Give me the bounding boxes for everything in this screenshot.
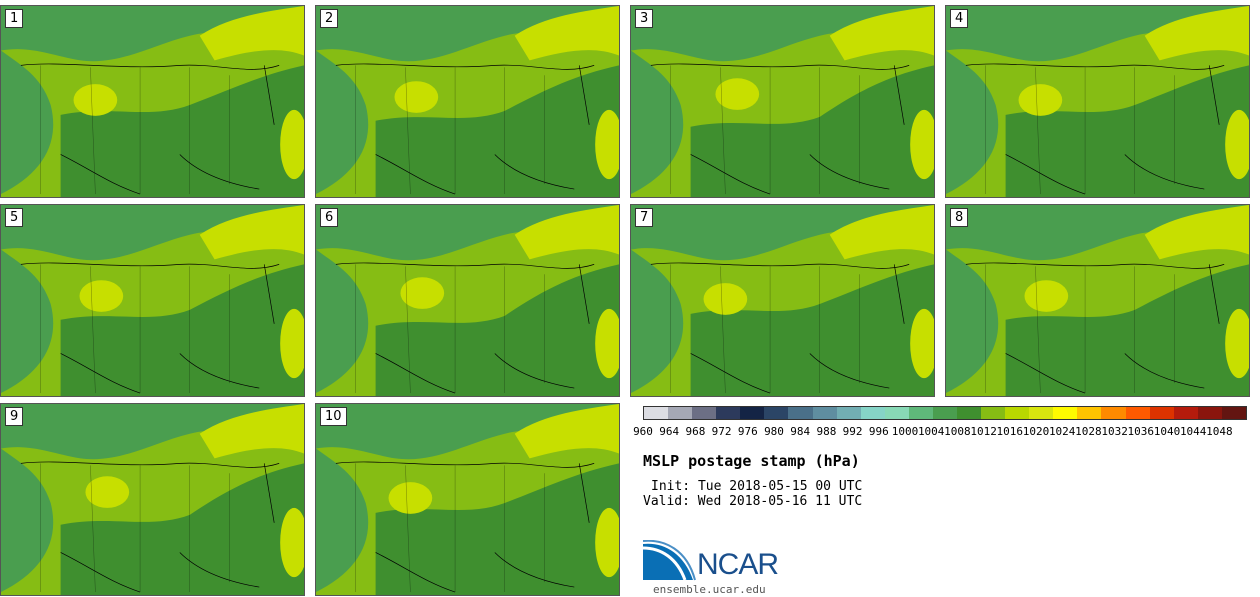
colorbar-segment: [860, 407, 885, 419]
panel-label: 7: [635, 208, 654, 227]
map-panel-5: 5: [0, 204, 305, 397]
colorbar-segment: [1005, 407, 1030, 419]
ncar-logo: [643, 540, 696, 581]
colorbar-segment: [716, 407, 741, 419]
mslp-field: [316, 6, 619, 197]
colorbar-tick-label: 988: [816, 425, 837, 438]
colorbar-segment: [1125, 407, 1150, 419]
mslp-field: [946, 205, 1249, 396]
colorbar-segment: [1197, 407, 1222, 419]
pressure-colorbar: [643, 406, 1247, 420]
colorbar-tick-label: 1012: [970, 425, 997, 438]
map-panel-9: 9: [0, 403, 305, 596]
mslp-field: [316, 205, 619, 396]
colorbar-tick-label: 1016: [996, 425, 1024, 438]
map-panel-2: 2: [315, 5, 620, 198]
colorbar-segment: [1077, 407, 1102, 419]
colorbar-tick-label: 976: [737, 425, 758, 438]
panel-label: 1: [5, 9, 24, 28]
panel-label: 3: [635, 9, 654, 28]
colorbar-tick-label: 972: [711, 425, 732, 438]
mslp-field: [631, 205, 934, 396]
colorbar-segment: [1053, 407, 1078, 419]
panel-label: 10: [320, 407, 347, 426]
colorbar-tick-label: 964: [659, 425, 680, 438]
colorbar-segment: [1149, 407, 1174, 419]
colorbar-tick-label: 1040: [1153, 425, 1181, 438]
colorbar-segment: [932, 407, 958, 419]
valid-time: Valid: Wed 2018-05-16 11 UTC: [643, 494, 863, 509]
colorbar-tick-label: 1036: [1127, 425, 1155, 438]
colorbar-segment: [908, 407, 933, 419]
colorbar-tick-label: 996: [868, 425, 889, 438]
colorbar-segment: [957, 407, 982, 419]
mslp-field: [1, 6, 304, 197]
chart-title: MSLP postage stamp (hPa): [643, 452, 860, 470]
colorbar-segment: [668, 407, 693, 419]
panel-label: 5: [5, 208, 24, 227]
colorbar-segment: [764, 407, 789, 419]
panel-label: 4: [950, 9, 969, 28]
colorbar-tick-label: 980: [764, 425, 784, 438]
ensemble-url[interactable]: ensemble.ucar.edu: [653, 583, 766, 596]
mslp-field: [316, 404, 619, 595]
colorbar-segment: [644, 407, 669, 419]
colorbar-segment: [1029, 407, 1054, 419]
colorbar-tick-label: 1032: [1101, 425, 1128, 438]
colorbar-segment: [788, 407, 813, 419]
colorbar-segment: [884, 407, 909, 419]
colorbar-ticks: 960 964 968 972 976 980 984 988 992 996 1000 1004 10…: [632, 425, 1252, 439]
panel-label: 8: [950, 208, 969, 227]
init-time: Init: Tue 2018-05-15 00 UTC: [651, 479, 863, 494]
panel-label: 6: [320, 208, 339, 227]
colorbar-tick-label: 1044: [1179, 425, 1207, 438]
colorbar-tick-label: 1028: [1075, 425, 1102, 438]
colorbar-tick-label: 968: [685, 425, 706, 438]
colorbar-tick-label: 1024: [1048, 425, 1076, 438]
map-panel-3: 3: [630, 5, 935, 198]
mslp-field: [631, 6, 934, 197]
colorbar-segment: [740, 407, 765, 419]
colorbar-segment: [692, 407, 717, 419]
colorbar-tick-label: 984: [790, 425, 811, 438]
colorbar-segment: [981, 407, 1006, 419]
map-panel-7: 7: [630, 204, 935, 397]
map-panel-4: 4: [945, 5, 1250, 198]
mslp-field: [1, 404, 304, 595]
colorbar-tick-label: 960: [633, 425, 653, 438]
colorbar-segment: [836, 407, 861, 419]
colorbar-segment: [1221, 407, 1246, 419]
colorbar-tick-label: 1020: [1022, 425, 1050, 438]
colorbar-segment: [1101, 407, 1126, 419]
colorbar-tick-label: 1008: [944, 425, 971, 438]
colorbar-tick-label: 1004: [917, 425, 945, 438]
map-panel-6: 6: [315, 204, 620, 397]
colorbar-segment: [1173, 407, 1198, 419]
map-panel-1: 1: [0, 5, 305, 198]
mslp-field: [1, 205, 304, 396]
colorbar-tick-label: 1048: [1206, 425, 1233, 438]
panel-label: 9: [5, 407, 24, 426]
ncar-logo-text: NCAR: [697, 548, 779, 581]
colorbar-segment: [812, 407, 837, 419]
colorbar-tick-label: 1000: [891, 425, 919, 438]
panel-label: 2: [320, 9, 339, 28]
map-panel-10: 10: [315, 403, 620, 596]
map-panel-8: 8: [945, 204, 1250, 397]
mslp-field: [946, 6, 1249, 197]
colorbar-tick-label: 992: [842, 425, 863, 438]
